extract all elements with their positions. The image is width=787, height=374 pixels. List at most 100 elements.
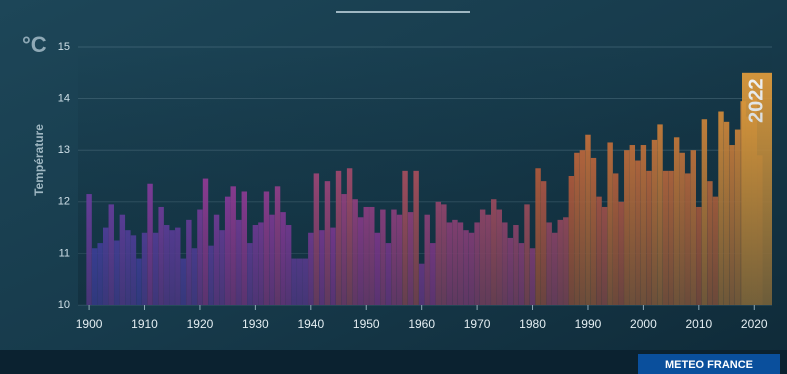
bar bbox=[529, 248, 536, 305]
bar bbox=[269, 214, 275, 305]
bar bbox=[685, 173, 691, 305]
bar bbox=[607, 142, 613, 305]
bar bbox=[518, 243, 525, 305]
bar bbox=[535, 168, 541, 305]
brand-box bbox=[638, 354, 780, 374]
y-tick-label: 11 bbox=[59, 247, 70, 259]
bar bbox=[701, 119, 708, 306]
bar bbox=[629, 145, 636, 305]
bar bbox=[197, 209, 203, 305]
bar bbox=[596, 196, 602, 305]
bar bbox=[396, 214, 403, 305]
unit-label: °C bbox=[22, 32, 47, 57]
bar bbox=[263, 191, 270, 305]
bar bbox=[446, 222, 453, 305]
x-tick-label: 1900 bbox=[76, 317, 103, 331]
bar bbox=[624, 150, 630, 305]
bar bbox=[463, 230, 469, 305]
bar bbox=[125, 230, 131, 305]
y-tick-label: 13 bbox=[58, 144, 70, 156]
bar bbox=[202, 178, 209, 305]
bar bbox=[568, 176, 575, 305]
bar bbox=[163, 225, 170, 305]
bar bbox=[407, 212, 414, 305]
bar bbox=[341, 194, 347, 305]
bar bbox=[668, 170, 674, 305]
bar bbox=[380, 209, 386, 305]
bar bbox=[712, 196, 719, 305]
bar bbox=[297, 258, 303, 305]
bar bbox=[424, 214, 430, 305]
bar bbox=[507, 237, 514, 305]
y-tick-label: 15 bbox=[58, 41, 70, 53]
bar bbox=[108, 204, 114, 305]
y-tick-label: 14 bbox=[58, 93, 70, 105]
bar bbox=[180, 258, 187, 305]
bar bbox=[574, 152, 580, 305]
bar bbox=[374, 232, 381, 305]
bar bbox=[457, 222, 464, 305]
bar bbox=[635, 160, 641, 305]
bar bbox=[213, 214, 220, 305]
bar bbox=[513, 225, 519, 305]
bar bbox=[618, 201, 624, 305]
bar bbox=[679, 152, 685, 305]
bar bbox=[585, 134, 591, 305]
bar bbox=[435, 201, 442, 305]
bar bbox=[308, 232, 314, 305]
y-tick-label: 10 bbox=[58, 299, 70, 311]
bar bbox=[258, 222, 264, 305]
bar bbox=[86, 194, 92, 305]
bar bbox=[479, 209, 486, 305]
x-tick-label: 1960 bbox=[408, 317, 435, 331]
bar bbox=[430, 243, 436, 305]
y-tick-label: 12 bbox=[58, 196, 70, 208]
bar bbox=[130, 235, 137, 305]
x-tick-label: 1950 bbox=[353, 317, 380, 331]
bar bbox=[546, 222, 552, 305]
bar bbox=[236, 219, 242, 305]
bar bbox=[551, 232, 558, 305]
bar bbox=[208, 245, 214, 305]
bar bbox=[557, 219, 563, 305]
bar bbox=[673, 137, 680, 305]
bar bbox=[252, 225, 259, 305]
bar bbox=[224, 196, 231, 305]
bar bbox=[102, 227, 109, 305]
x-tick-label: 1980 bbox=[519, 317, 546, 331]
bar bbox=[119, 214, 126, 305]
bar bbox=[391, 209, 397, 305]
bar bbox=[657, 124, 663, 306]
bar bbox=[114, 240, 120, 305]
bar bbox=[385, 243, 392, 305]
bar bbox=[640, 145, 647, 305]
bar bbox=[274, 186, 281, 305]
bar bbox=[723, 121, 730, 305]
bar bbox=[302, 258, 308, 305]
bar bbox=[280, 212, 286, 305]
bar bbox=[169, 230, 175, 305]
bar bbox=[230, 186, 236, 305]
bar bbox=[319, 230, 325, 305]
bar bbox=[247, 243, 253, 305]
bar bbox=[524, 204, 530, 305]
bar bbox=[651, 139, 658, 305]
bar bbox=[241, 191, 248, 305]
bar bbox=[175, 227, 181, 305]
brand: METEO FRANCE bbox=[665, 359, 753, 371]
bar bbox=[601, 206, 608, 305]
bar bbox=[502, 222, 508, 305]
bar bbox=[707, 181, 713, 305]
bar bbox=[335, 170, 342, 305]
x-tick-label: 1970 bbox=[464, 317, 491, 331]
bar bbox=[352, 199, 358, 305]
bar bbox=[579, 150, 586, 305]
x-tick-label: 1920 bbox=[187, 317, 214, 331]
bar bbox=[474, 222, 480, 305]
bar bbox=[646, 170, 652, 305]
bar bbox=[729, 145, 735, 305]
bar bbox=[369, 206, 375, 305]
bar bbox=[219, 230, 225, 305]
bar bbox=[612, 173, 619, 305]
